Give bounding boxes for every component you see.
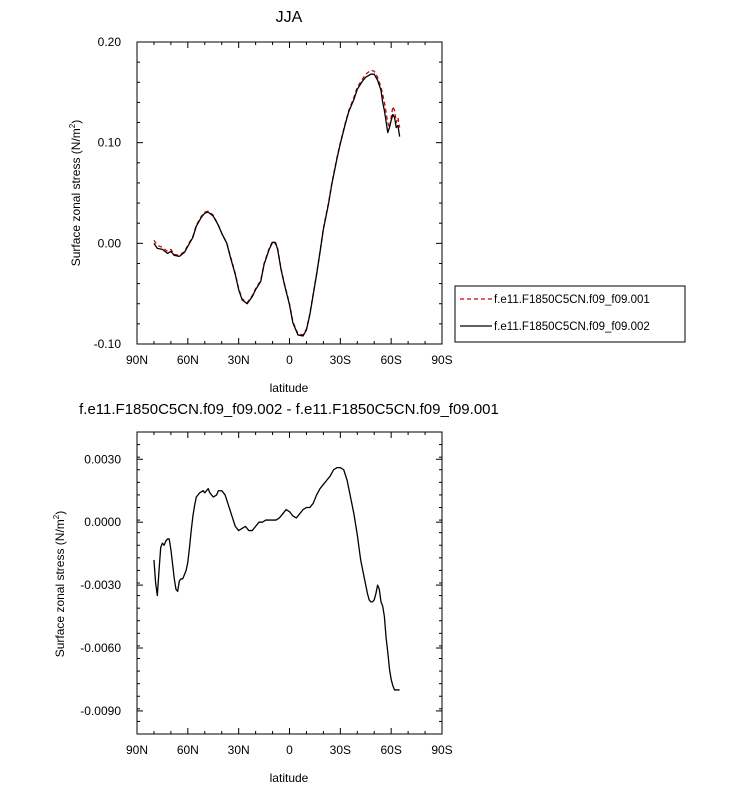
bottom-chart-title: f.e11.F1850C5CN.f09_f09.002 - f.e11.F185… [79,401,499,418]
top-x-tick-label: 30N [228,353,250,367]
top-x-axis-label: latitude [270,381,309,395]
bottom-x-tick-label: 30N [228,743,250,757]
bottom-panel: f.e11.F1850C5CN.f09_f09.002 - f.e11.F185… [52,401,499,785]
bottom-series-line-1 [153,466,400,691]
top-y-tick-label: -0.10 [94,337,122,351]
top-y-axis-label: Surface zonal stress (N/m2) [68,120,83,267]
top-y-tick-label: 0.00 [98,236,122,250]
top-x-tick-label: 0 [286,353,293,367]
bottom-x-tick-label: 90N [126,743,148,757]
bottom-x-tick-label: 60N [177,743,199,757]
top-x-tick-label: 60N [177,353,199,367]
top-panel: JJA Surface zonal stress (N/m2) latitude… [68,9,453,395]
bottom-x-tick-label: 0 [286,743,293,757]
bottom-x-tick-label: 60S [380,743,401,757]
top-series-lines [153,69,401,337]
bottom-y-tick-label: 0.0000 [84,515,121,529]
bottom-y-tick-label: 0.0030 [84,452,121,466]
legend-label-series-2: f.e11.F1850C5CN.f09_f09.002 [494,321,650,333]
bottom-y-axis-label: Surface zonal stress (N/m2) [52,511,67,658]
bottom-x-tick-label: 30S [330,743,351,757]
top-axis-ticks: 90N 60N 30N 0 30S 60S 90S -0.10 0.00 0.10 0.20 [94,35,453,367]
bottom-plot-frame [136,431,443,735]
top-y-tick-label: 0.20 [98,35,122,49]
bottom-y-tick-label: -0.0030 [80,578,121,592]
bottom-x-tick-label: 90S [431,743,452,757]
bottom-x-axis-label: latitude [270,771,309,785]
top-plot-frame [136,41,443,345]
top-series-line-2 [153,73,401,337]
bottom-y-tick-label: -0.0090 [80,704,121,718]
legend-label-series-1: f.e11.F1850C5CN.f09_f09.001 [494,294,650,306]
legend: f.e11.F1850C5CN.f09_f09.001 f.e11.F1850C… [454,285,686,343]
top-x-tick-label: 60S [380,353,401,367]
top-x-tick-label: 30S [330,353,351,367]
top-chart-title: JJA [276,9,303,26]
top-x-tick-label: 90S [431,353,452,367]
bottom-y-tick-label: -0.0060 [80,641,121,655]
top-x-tick-label: 90N [126,353,148,367]
top-series-line-1 [153,69,401,336]
legend-box [454,285,686,343]
bottom-series-lines [153,466,400,691]
top-y-tick-label: 0.10 [98,136,122,150]
bottom-axis-ticks: 90N 60N 30N 0 30S 60S 90S -0.0090 -0.0060 -0.0030… [80,431,453,757]
